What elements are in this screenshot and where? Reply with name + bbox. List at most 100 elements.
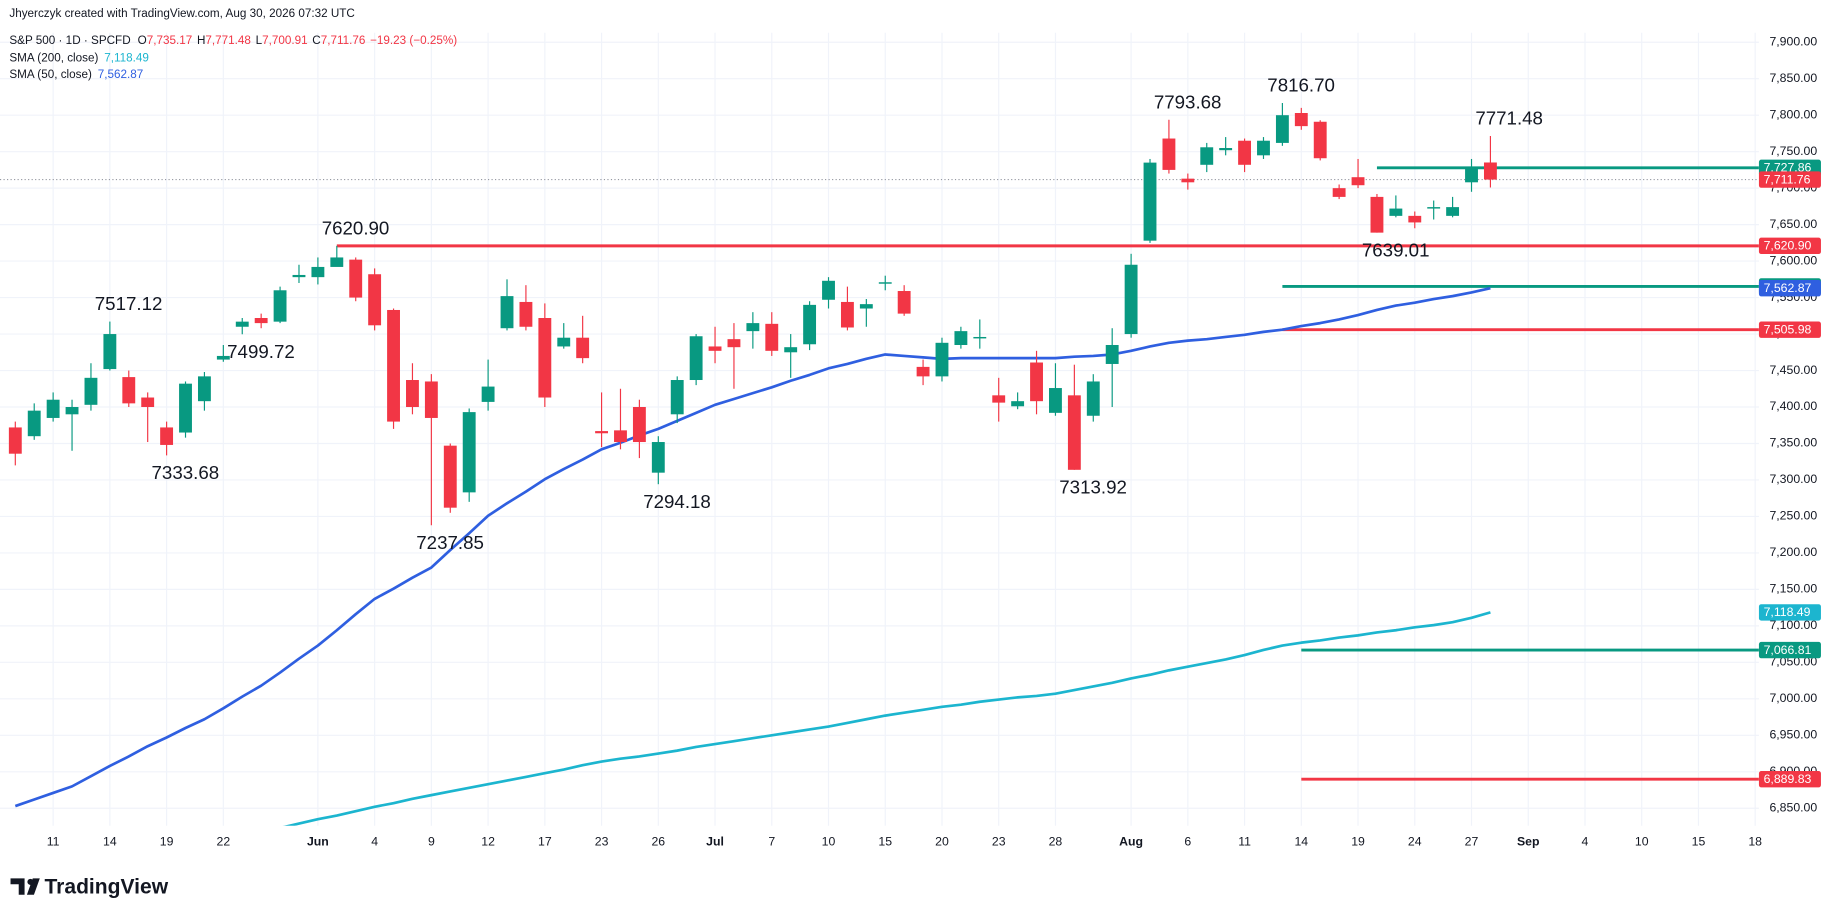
candle-body bbox=[1427, 207, 1441, 209]
candle-body bbox=[1370, 196, 1384, 233]
candle-body bbox=[1351, 177, 1365, 186]
price-annotation: 7639.01 bbox=[1362, 239, 1430, 260]
x-tick-label: 9 bbox=[428, 834, 435, 848]
legend-sma-name: SMA (50, close) bbox=[9, 68, 92, 81]
x-tick-label: 11 bbox=[47, 834, 60, 848]
price-box bbox=[1758, 171, 1821, 188]
legend-key: L bbox=[256, 34, 263, 47]
candle-body bbox=[216, 355, 230, 360]
x-tick-label: 18 bbox=[1748, 834, 1762, 848]
brand: TradingView bbox=[44, 875, 168, 898]
candle-body bbox=[916, 366, 930, 377]
candle-body bbox=[1238, 140, 1252, 165]
candle-body bbox=[1049, 388, 1062, 413]
candle-body bbox=[538, 318, 552, 398]
x-tick-label: 22 bbox=[217, 834, 231, 848]
x-tick-label: 15 bbox=[878, 834, 892, 848]
candle-body bbox=[765, 323, 779, 351]
legend-value: 7,771.48 bbox=[205, 34, 251, 47]
legend-main: S&P 500 · 1D · SPCFD O7,735.17 H7,771.48 L7… bbox=[9, 34, 457, 47]
x-tick-label: 19 bbox=[160, 834, 174, 848]
candle-body bbox=[519, 301, 533, 327]
price-box-label: 7,620.90 bbox=[1764, 239, 1812, 253]
y-tick-label: 6,850.00 bbox=[1769, 801, 1817, 815]
y-tick-label: 6,950.00 bbox=[1769, 728, 1817, 742]
candle-body bbox=[1389, 208, 1403, 216]
y-tick-label: 7,250.00 bbox=[1769, 509, 1817, 523]
price-annotation: 7793.68 bbox=[1154, 91, 1222, 112]
candle-body bbox=[1275, 115, 1289, 143]
y-tick-label: 7,300.00 bbox=[1769, 472, 1817, 486]
candle-body bbox=[1086, 381, 1100, 416]
candle-body bbox=[1332, 188, 1346, 197]
legend-value: 7,735.17 bbox=[147, 34, 193, 47]
y-tick-label: 7,900.00 bbox=[1769, 34, 1817, 48]
candle-body bbox=[689, 336, 703, 381]
y-tick-label: 7,750.00 bbox=[1769, 144, 1817, 158]
candle-body bbox=[1124, 264, 1138, 335]
credit: Jhyerczyk created with TradingView.com, … bbox=[9, 7, 355, 20]
sma-line bbox=[14, 286, 1491, 808]
y-tick-label: 7,000.00 bbox=[1769, 691, 1817, 705]
candle-body bbox=[1143, 162, 1157, 241]
candle-body bbox=[859, 304, 873, 309]
price-box-label: 7,118.49 bbox=[1764, 605, 1811, 619]
candle-body bbox=[1200, 147, 1214, 165]
price-box-label: 7,562.87 bbox=[1764, 281, 1812, 295]
price-box-label: 7,727.86 bbox=[1764, 161, 1812, 175]
x-tick-label: 27 bbox=[1465, 834, 1479, 848]
sma-line bbox=[283, 611, 1491, 826]
candle-body bbox=[557, 337, 571, 347]
y-tick-label: 7,600.00 bbox=[1769, 253, 1817, 267]
candle-body bbox=[1313, 121, 1327, 159]
x-tick-label: 17 bbox=[538, 834, 552, 848]
x-tick-label: 12 bbox=[481, 834, 495, 848]
candle-body bbox=[443, 445, 457, 508]
x-tick-label: Jul bbox=[706, 834, 724, 848]
x-tick-label: 26 bbox=[651, 834, 665, 848]
candle-body bbox=[1030, 362, 1043, 402]
price-box-label: 7,711.76 bbox=[1764, 172, 1811, 186]
x-tick-label: 20 bbox=[935, 834, 949, 848]
legend-key: C bbox=[312, 34, 320, 47]
y-tick-label: 7,150.00 bbox=[1769, 582, 1817, 596]
candle-body bbox=[122, 377, 136, 404]
candle-body bbox=[670, 380, 684, 415]
legend-sma-value: 7,562.87 bbox=[98, 68, 144, 81]
candle-body bbox=[1219, 148, 1233, 151]
price-annotation: 7816.70 bbox=[1267, 75, 1335, 96]
grid bbox=[0, 32, 1759, 826]
legend-symbol: S&P 500 · 1D · SPCFD bbox=[9, 34, 130, 47]
candle-body bbox=[46, 399, 60, 418]
price-annotation: 7313.92 bbox=[1059, 476, 1127, 497]
candle-body bbox=[576, 337, 590, 359]
y-tick-label: 7,400.00 bbox=[1769, 399, 1817, 413]
price-box-label: 7,505.98 bbox=[1764, 323, 1812, 337]
candle-body bbox=[822, 280, 835, 300]
candle-body bbox=[746, 323, 760, 332]
candle-body bbox=[254, 318, 268, 324]
price-box bbox=[1758, 604, 1821, 621]
candle-body bbox=[1465, 167, 1478, 183]
brand-logo bbox=[10, 878, 40, 895]
price-annotation: 7294.18 bbox=[643, 491, 711, 512]
price-box-label: 6,889.83 bbox=[1764, 772, 1812, 786]
y-tick-label: 7,200.00 bbox=[1769, 545, 1817, 559]
candle-body bbox=[27, 410, 41, 437]
price-annotation: 7771.48 bbox=[1475, 108, 1543, 129]
candle-body bbox=[462, 412, 476, 493]
candle-body bbox=[406, 380, 419, 408]
candle-body bbox=[1483, 162, 1497, 180]
x-tick-label: 14 bbox=[103, 834, 117, 848]
candle-body bbox=[103, 334, 117, 370]
x-tick-label: 14 bbox=[1294, 834, 1308, 848]
candle-body bbox=[179, 383, 192, 433]
price-annotation: 7517.12 bbox=[95, 293, 163, 314]
x-tick-label: 4 bbox=[371, 834, 378, 848]
price-box-label: 7,066.81 bbox=[1764, 643, 1812, 657]
y-tick-label: 7,450.00 bbox=[1769, 363, 1817, 377]
candle-body bbox=[330, 257, 344, 267]
price-box bbox=[1758, 641, 1821, 659]
